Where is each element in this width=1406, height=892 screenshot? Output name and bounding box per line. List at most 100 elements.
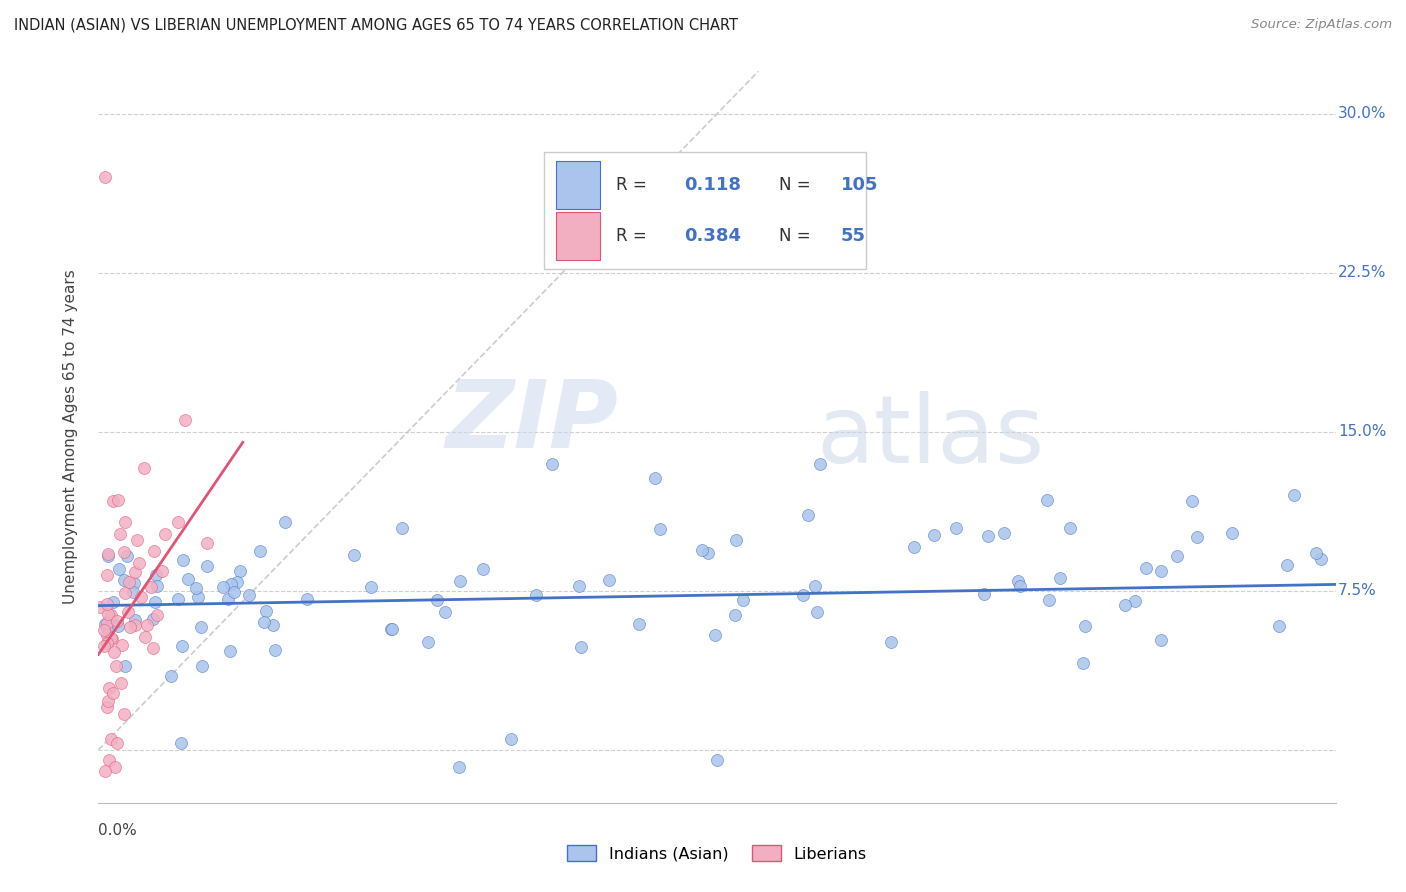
Point (142, 641, 165, 656)
Point (706, 753, 728, 767)
Point (114, 586, 136, 600)
Point (1036, 492, 1059, 507)
Text: 0.118: 0.118 (683, 176, 741, 194)
Point (134, 630, 156, 644)
Point (166, 591, 188, 606)
Point (96, 700, 118, 714)
Point (648, 522, 671, 536)
Point (249, 544, 271, 558)
Text: ZIP: ZIP (446, 376, 619, 468)
Point (598, 573, 620, 587)
Point (697, 546, 720, 560)
Point (170, 736, 193, 750)
Text: 7.5%: 7.5% (1339, 583, 1376, 599)
Bar (557, 212, 599, 260)
Point (212, 580, 235, 594)
Point (792, 588, 814, 602)
Point (150, 564, 173, 578)
Point (1010, 579, 1032, 593)
Point (1038, 592, 1060, 607)
Point (254, 603, 277, 617)
Point (105, 736, 128, 750)
Point (426, 592, 449, 607)
Point (115, 549, 138, 563)
Point (117, 605, 139, 619)
Point (174, 413, 197, 427)
Point (153, 526, 176, 541)
Text: 0.0%: 0.0% (98, 823, 138, 838)
Point (170, 640, 193, 654)
Point (110, 676, 132, 690)
Point (139, 580, 162, 594)
Point (725, 533, 748, 548)
Point (922, 528, 945, 542)
Text: 22.5%: 22.5% (1339, 265, 1386, 280)
Point (93, 639, 115, 653)
Point (172, 552, 194, 566)
Point (628, 616, 651, 631)
Y-axis label: Unemployment Among Ages 65 to 74 years: Unemployment Among Ages 65 to 74 years (63, 269, 77, 605)
Text: 55: 55 (841, 227, 866, 245)
Point (703, 628, 725, 642)
Point (100, 607, 122, 622)
Point (101, 595, 124, 609)
Point (107, 619, 129, 633)
Point (190, 659, 212, 673)
Point (1150, 564, 1173, 578)
Point (145, 579, 167, 593)
Point (219, 577, 242, 591)
Point (568, 578, 591, 592)
Point (993, 526, 1015, 541)
Point (945, 521, 967, 535)
Point (111, 638, 134, 652)
Point (806, 605, 828, 619)
Point (1309, 552, 1331, 566)
Point (105, 614, 128, 628)
Point (342, 549, 364, 563)
Point (1305, 546, 1327, 560)
Point (644, 471, 666, 485)
Point (433, 605, 456, 619)
Point (1220, 525, 1243, 540)
Point (471, 562, 494, 576)
Point (160, 669, 183, 683)
Point (274, 515, 297, 529)
Point (124, 576, 146, 591)
Point (380, 622, 402, 636)
Point (128, 556, 150, 570)
Point (360, 580, 382, 594)
Point (120, 620, 142, 634)
Point (167, 515, 190, 529)
Point (724, 608, 747, 623)
Point (690, 543, 713, 558)
Point (225, 575, 247, 590)
Point (97, 547, 120, 561)
Point (112, 706, 135, 721)
Point (449, 760, 471, 774)
Point (1123, 593, 1146, 607)
Point (217, 591, 239, 606)
Point (145, 595, 167, 609)
Point (96, 597, 118, 611)
Point (112, 573, 135, 587)
Point (1074, 618, 1097, 632)
Point (1049, 571, 1071, 585)
Text: R =: R = (616, 176, 647, 194)
Point (797, 508, 820, 522)
Text: R =: R = (616, 227, 647, 245)
Point (1135, 561, 1157, 575)
Text: atlas: atlas (815, 391, 1045, 483)
Point (1268, 619, 1291, 633)
Legend: Indians (Asian), Liberians: Indians (Asian), Liberians (561, 839, 873, 868)
Point (218, 644, 240, 658)
Point (97, 549, 120, 563)
Point (124, 618, 146, 632)
Point (96, 628, 118, 642)
Point (1284, 488, 1306, 502)
Point (1059, 521, 1081, 535)
Point (142, 544, 165, 558)
FancyBboxPatch shape (544, 152, 866, 268)
Point (97, 681, 120, 695)
Text: 30.0%: 30.0% (1339, 106, 1386, 121)
Point (253, 615, 276, 629)
